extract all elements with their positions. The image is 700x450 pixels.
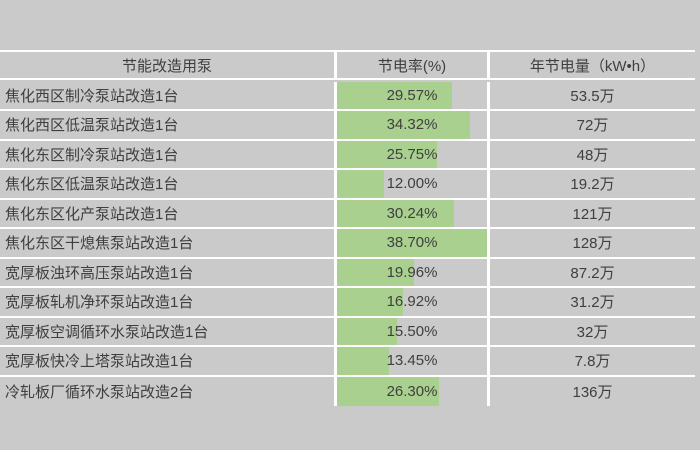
saving-rate-cell[interactable]: 16.92% xyxy=(334,288,487,318)
data-bar xyxy=(337,111,471,139)
annual-savings-cell[interactable]: 136万 xyxy=(487,376,695,406)
pump-name-cell[interactable]: 焦化东区制冷泵站改造1台 xyxy=(0,141,334,170)
pump-name-cell[interactable]: 宽厚板轧机净环泵站改造1台 xyxy=(0,288,334,318)
saving-rate-cell[interactable]: 26.30% xyxy=(334,376,487,406)
saving-rate-value: 34.32% xyxy=(386,116,438,134)
data-bar xyxy=(337,347,390,375)
pump-name-cell[interactable]: 冷轧板厂循环水泵站改造2台 xyxy=(5,383,194,401)
data-bar xyxy=(337,170,384,198)
pump-name-cell[interactable]: 焦化东区低温泵站改造1台 xyxy=(0,170,334,200)
saving-rate-value: 16.92% xyxy=(386,293,438,311)
data-bar xyxy=(337,199,455,227)
annual-savings-cell[interactable]: 31.2万 xyxy=(487,288,695,318)
saving-rate-value: 26.30% xyxy=(386,382,438,400)
saving-rate-cell[interactable]: 13.45% xyxy=(334,347,487,377)
saving-rate-cell[interactable]: 12.00% xyxy=(334,170,487,200)
saving-rate-value: 13.45% xyxy=(386,352,438,370)
annual-savings-cell[interactable]: 32万 xyxy=(487,317,695,347)
annual-savings-cell[interactable]: 53.5万 xyxy=(487,81,695,111)
saving-rate-value: 12.00% xyxy=(386,175,438,193)
header-cell-annual-savings[interactable]: 年节电量（kW•h） xyxy=(487,52,695,80)
data-bar xyxy=(337,229,487,257)
saving-rate-value: 25.75% xyxy=(386,145,438,163)
saving-rate-value: 15.50% xyxy=(386,322,438,340)
saving-rate-cell[interactable]: 25.75% xyxy=(334,140,487,170)
data-bar xyxy=(337,288,403,316)
data-bar xyxy=(337,376,439,406)
saving-rate-cell[interactable]: 29.57% xyxy=(334,81,487,111)
pump-name-cell[interactable]: 宽厚板空调循环水泵站改造1台 xyxy=(0,318,334,347)
data-bar xyxy=(337,258,415,286)
pump-name-cell[interactable]: 宽厚板快冷上塔泵站改造1台 xyxy=(0,347,334,377)
pump-name-cell[interactable]: 宽厚板浊环高压泵站改造1台 xyxy=(0,259,334,288)
data-bar xyxy=(337,81,452,109)
pump-name-cell[interactable]: 焦化东区干熄焦泵站改造1台 xyxy=(0,229,334,259)
annual-savings-cell[interactable]: 128万 xyxy=(487,229,695,259)
saving-rate-cell[interactable]: 34.32% xyxy=(334,111,487,141)
saving-rate-cell[interactable]: 30.24% xyxy=(334,199,487,229)
table-grid: 节能改造用泵 节电率(%) 年节电量（kW•h） 焦化西区制冷泵站改造1台 29… xyxy=(0,50,695,406)
annual-savings-cell[interactable]: 72万 xyxy=(487,111,695,141)
pump-name-cell[interactable]: 焦化东区化产泵站改造1台 xyxy=(0,200,334,229)
annual-savings-cell[interactable]: 48万 xyxy=(487,140,695,170)
saving-rate-value: 38.70% xyxy=(386,234,438,252)
saving-rate-cell[interactable]: 19.96% xyxy=(334,258,487,288)
header-cell-pump-name[interactable]: 节能改造用泵 xyxy=(0,52,334,80)
header-cell-saving-rate[interactable]: 节电率(%) xyxy=(334,52,487,80)
data-bar xyxy=(337,317,398,345)
saving-rate-value: 19.96% xyxy=(386,263,438,281)
annual-savings-cell[interactable]: 19.2万 xyxy=(487,170,695,200)
annual-savings-cell[interactable]: 7.8万 xyxy=(487,347,695,377)
saving-rate-cell[interactable]: 15.50% xyxy=(334,317,487,347)
pump-name-cell[interactable]: 焦化西区制冷泵站改造1台 xyxy=(0,82,334,111)
spreadsheet-table: 节能改造用泵 节电率(%) 年节电量（kW•h） 焦化西区制冷泵站改造1台 29… xyxy=(0,50,695,406)
pump-name-cell[interactable]: 焦化西区低温泵站改造1台 xyxy=(0,111,334,141)
saving-rate-cell[interactable]: 38.70% xyxy=(334,229,487,259)
annual-savings-cell[interactable]: 121万 xyxy=(487,199,695,229)
saving-rate-value: 29.57% xyxy=(386,86,438,104)
annual-savings-cell[interactable]: 87.2万 xyxy=(487,258,695,288)
data-bar xyxy=(337,140,437,168)
saving-rate-value: 30.24% xyxy=(386,204,438,222)
